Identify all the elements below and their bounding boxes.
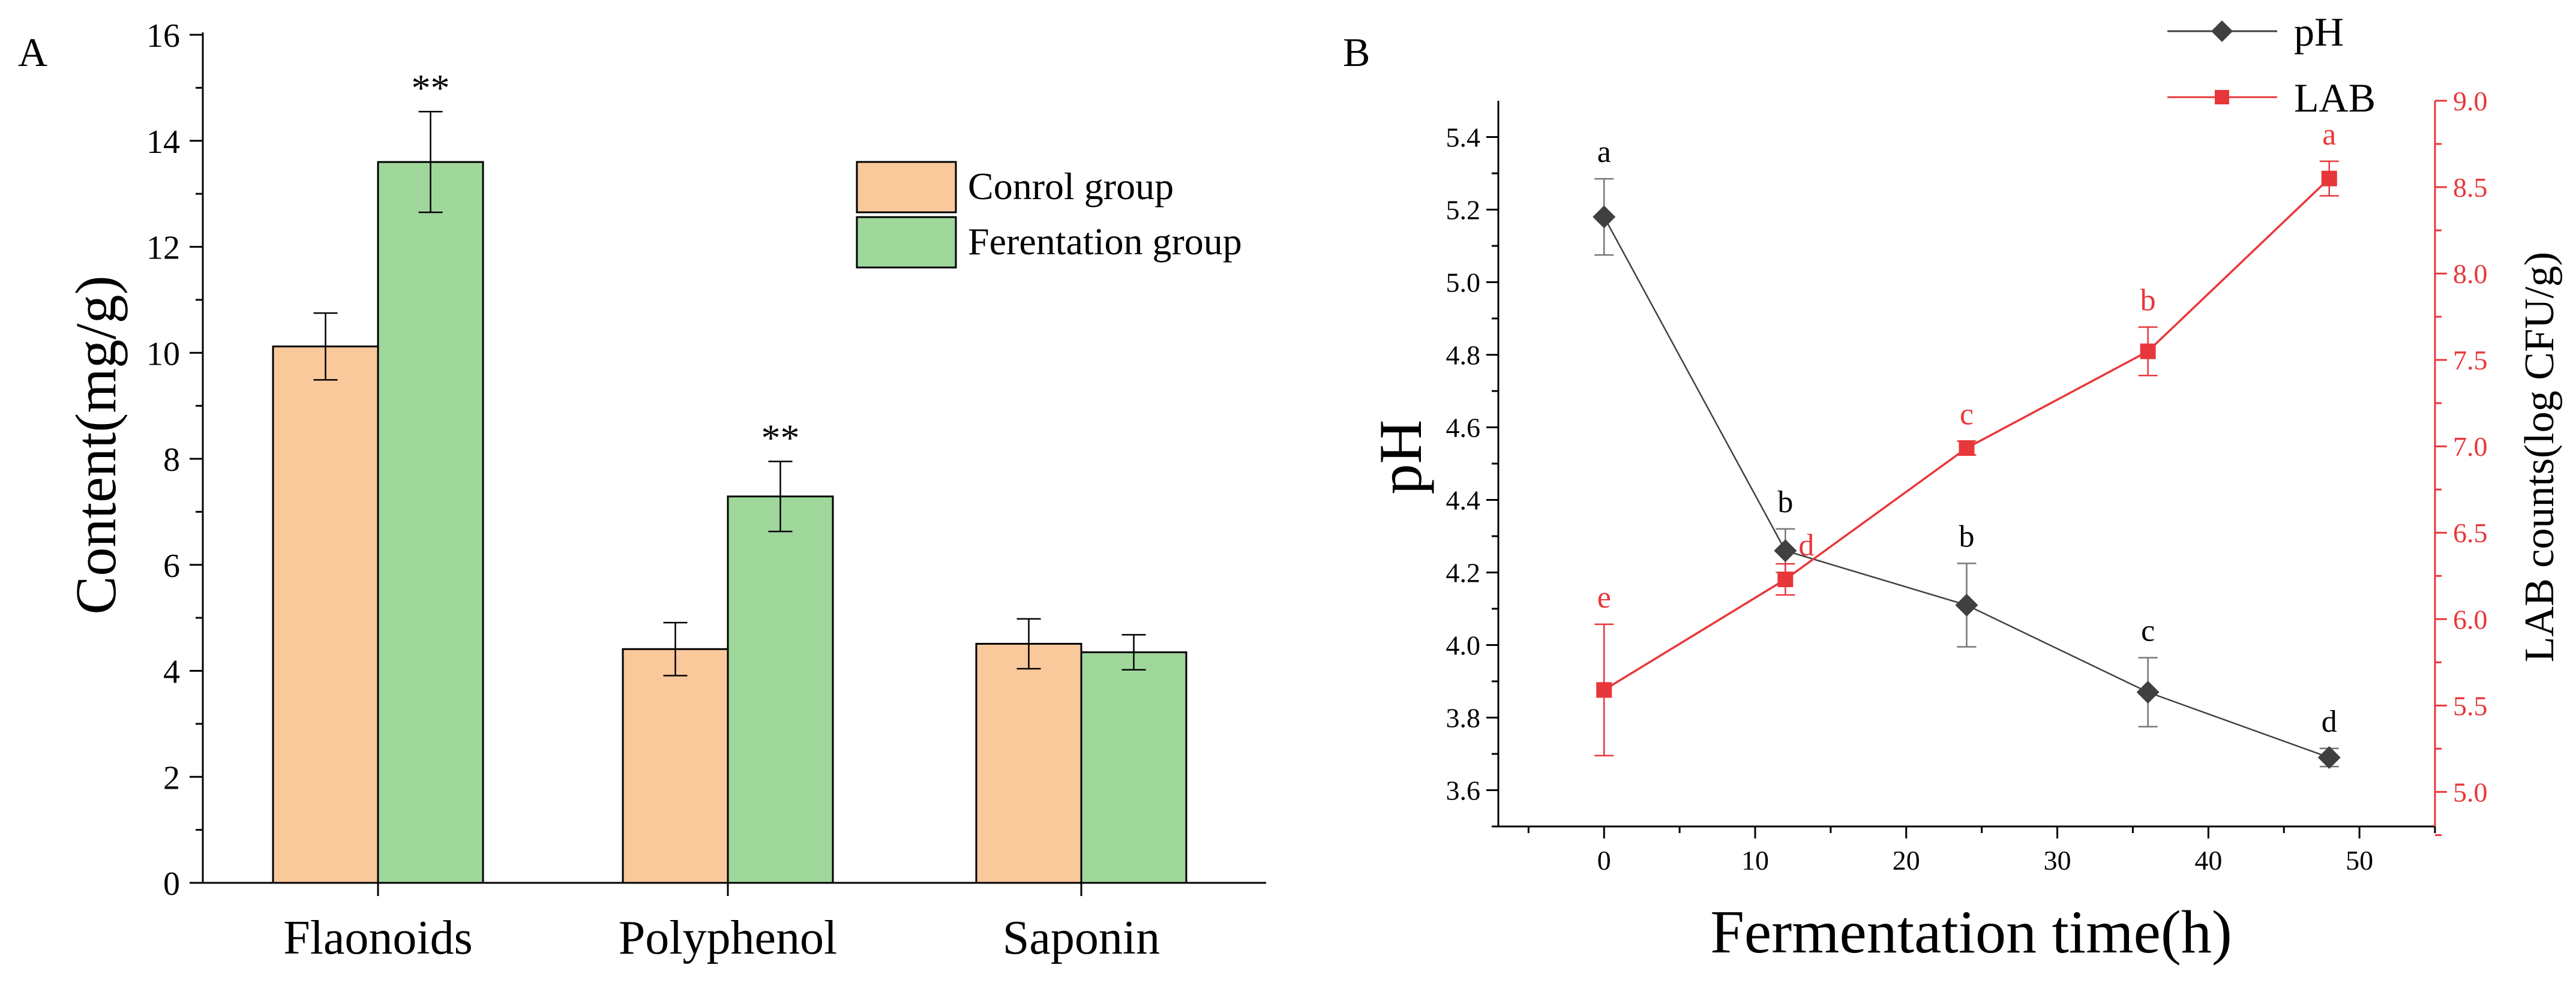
y-tick-label: 6 xyxy=(163,548,180,585)
ph-point-0 xyxy=(1593,205,1616,229)
legend-label-0: Conrol group xyxy=(968,165,1174,208)
significance-letter-0-1: b xyxy=(1777,485,1793,519)
panel-b-left-y-axis-label: pH xyxy=(1367,420,1435,495)
significance-mark-1-0: ** xyxy=(412,67,450,109)
ph-point-2 xyxy=(1955,593,1978,617)
series-line-ph xyxy=(1603,217,2330,759)
y-tick-label: 2 xyxy=(163,759,180,796)
right-y-tick-label: 7.0 xyxy=(2453,431,2488,462)
right-y-tick-label: 9.0 xyxy=(2453,86,2488,116)
left-y-tick-label: 4.0 xyxy=(1446,630,1481,661)
significance-letter-1-3: b xyxy=(2140,283,2156,317)
panel-b-label: B xyxy=(1343,29,1370,75)
ph-point-1 xyxy=(1774,539,1797,563)
right-y-tick-label: 8.5 xyxy=(2453,172,2488,203)
right-y-tick-label: 8.0 xyxy=(2453,258,2488,289)
significance-letter-1-0: e xyxy=(1597,581,1611,615)
left-y-tick-label: 5.4 xyxy=(1446,122,1481,153)
right-y-tick-label: 6.5 xyxy=(2453,518,2488,548)
panel-a-legend: Conrol group Ferentation group xyxy=(856,161,1242,269)
lab-point-0 xyxy=(1596,682,1612,698)
significance-letter-1-2: c xyxy=(1960,398,1974,432)
significance-letter-1-1: d xyxy=(1798,528,1814,563)
y-tick-label: 16 xyxy=(146,17,180,55)
panel-b-legend: pH LAB xyxy=(2167,9,2376,121)
x-tick-label: 0 xyxy=(1597,845,1611,876)
panel-a-y-axis-label: Content(mg/g) xyxy=(64,275,128,614)
x-tick-label: 30 xyxy=(2044,845,2071,876)
lab-point-2 xyxy=(1959,440,1975,456)
panel-b-axes: 0 10 20 30 40 50 3.6 3.8 4.0 4.2 4.4 4.6 4.8 5.0 5.2 5.… xyxy=(1446,86,2488,876)
y-tick-label: 10 xyxy=(146,335,180,372)
right-y-tick-label: 5.0 xyxy=(2453,777,2488,807)
panel-b-line-chart: B Fermentation time(h) pH LAB counts(log… xyxy=(1343,9,2563,966)
left-y-tick-label: 4.8 xyxy=(1446,340,1481,371)
ph-point-4 xyxy=(2317,746,2341,769)
panel-b-x-axis-label: Fermentation time(h) xyxy=(1710,898,2232,966)
legend-label-1: LAB xyxy=(2294,75,2376,121)
x-tick-label: 20 xyxy=(1893,845,1920,876)
left-y-tick-label: 5.2 xyxy=(1446,195,1481,226)
ph-point-3 xyxy=(2136,681,2160,704)
significance-letter-0-3: c xyxy=(2141,614,2155,648)
bar-1-0 xyxy=(377,161,484,884)
panel-a-axes: 0 2 4 6 8 10 12 14 16 Flaonoids Polyphenol Saponin xyxy=(146,17,1266,964)
panel-b-series: a b b c d e d c b a xyxy=(1593,118,2341,769)
y-tick-label: 0 xyxy=(163,865,180,903)
x-category-label: Flaonoids xyxy=(283,912,473,964)
significance-letter-0-2: b xyxy=(1959,519,1975,554)
significance-letter-0-4: d xyxy=(2322,705,2337,739)
bar-0-2 xyxy=(975,642,1082,884)
left-y-tick-label: 4.4 xyxy=(1446,485,1481,516)
legend-swatch-1 xyxy=(856,216,957,269)
right-y-tick-label: 6.0 xyxy=(2453,604,2488,635)
y-tick-label: 14 xyxy=(146,124,180,161)
legend-marker-1 xyxy=(2215,90,2229,104)
y-tick-label: 8 xyxy=(163,441,180,479)
left-y-tick-label: 4.2 xyxy=(1446,558,1481,588)
bar-0-0 xyxy=(272,345,379,884)
legend-swatch-0 xyxy=(856,161,957,214)
left-y-tick-label: 3.6 xyxy=(1446,775,1481,806)
y-tick-label: 12 xyxy=(146,230,180,267)
bar-1-2 xyxy=(1080,651,1187,884)
left-y-tick-label: 3.8 xyxy=(1446,703,1481,734)
x-category-label: Polyphenol xyxy=(619,912,837,964)
legend-label-0: pH xyxy=(2294,9,2344,55)
lab-point-3 xyxy=(2140,343,2156,359)
panel-a-label: A xyxy=(18,29,47,75)
x-category-label: Saponin xyxy=(1003,912,1160,964)
bar-0-1 xyxy=(622,648,729,884)
significance-mark-1-1: ** xyxy=(761,416,800,459)
legend-label-1: Ferentation group xyxy=(968,220,1242,263)
right-y-tick-label: 5.5 xyxy=(2453,690,2488,721)
significance-letter-1-4: a xyxy=(2322,118,2336,152)
legend-marker-0 xyxy=(2211,20,2233,42)
right-y-tick-label: 7.5 xyxy=(2453,345,2488,375)
x-tick-label: 10 xyxy=(1741,845,1769,876)
left-y-tick-label: 4.6 xyxy=(1446,413,1481,443)
x-tick-label: 50 xyxy=(2346,845,2373,876)
y-tick-label: 4 xyxy=(163,654,180,691)
panel-a-bar-chart: A Content(mg/g) ** ** 0 2 4 6 8 10 12 14 16 Flaono… xyxy=(18,17,1266,964)
significance-letter-0-0: a xyxy=(1597,135,1611,169)
lab-point-4 xyxy=(2321,170,2337,187)
lab-point-1 xyxy=(1777,572,1794,588)
panel-b-right-y-axis-label: LAB counts(log CFU/g) xyxy=(2517,252,2563,662)
x-tick-label: 40 xyxy=(2194,845,2222,876)
bar-1-1 xyxy=(727,495,834,884)
left-y-tick-label: 5.0 xyxy=(1446,267,1481,298)
panel-a-bars: ** ** xyxy=(272,67,1187,884)
